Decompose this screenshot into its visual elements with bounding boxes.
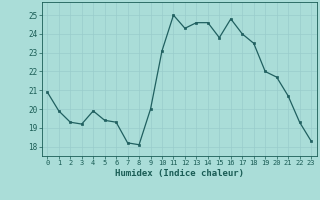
X-axis label: Humidex (Indice chaleur): Humidex (Indice chaleur) bbox=[115, 169, 244, 178]
